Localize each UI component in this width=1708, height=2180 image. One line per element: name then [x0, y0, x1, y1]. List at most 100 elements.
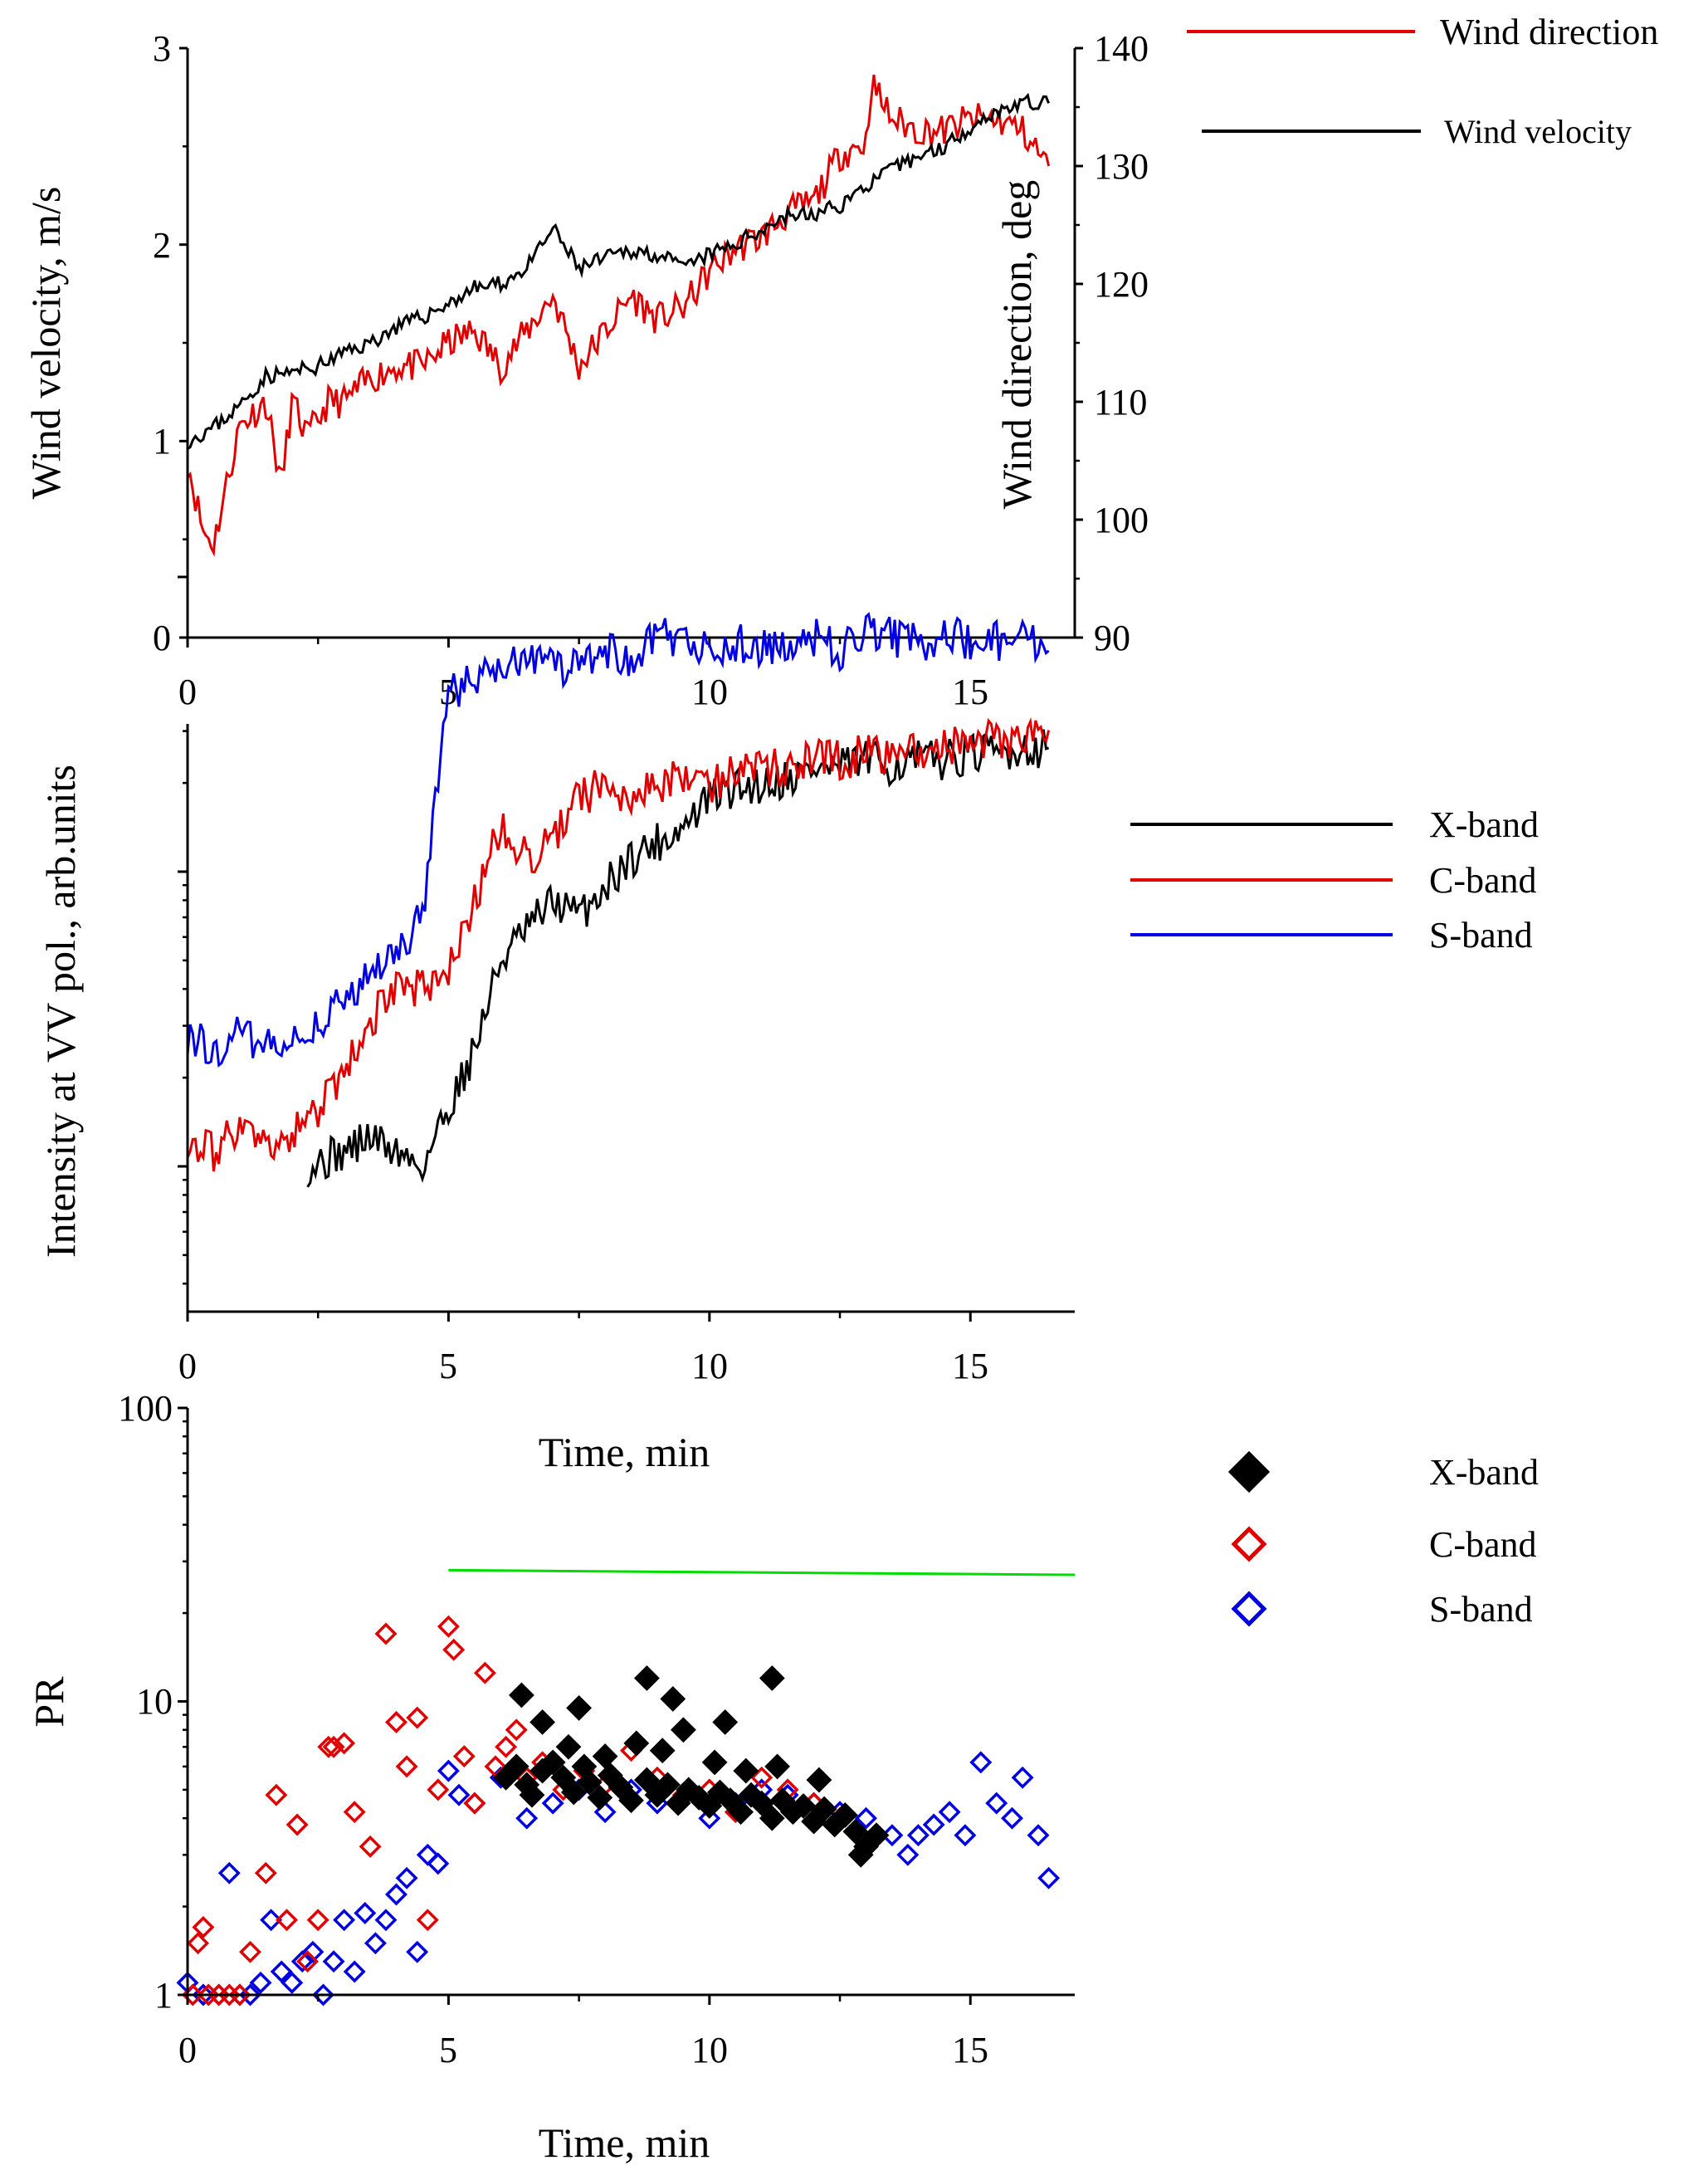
- pr-point-s-band: [437, 1759, 460, 1782]
- panel-intensity: 0 5 10 15 Intensity at VV pol., arb.unit…: [37, 575, 1539, 1386]
- pr-point-x-band: [847, 1841, 874, 1868]
- pr-point-c-band: [187, 1932, 210, 1955]
- pr-point-s-band: [270, 1960, 293, 1983]
- intensity-x-tick-label: 5: [439, 1346, 457, 1386]
- legend-label-c-band-line: C-band: [1429, 860, 1537, 901]
- pr-point-s-band: [301, 1940, 325, 1963]
- pr-x-tick-label: 15: [952, 2030, 988, 2070]
- pr-point-c-band: [505, 1718, 528, 1742]
- pr-point-c-band: [254, 1861, 277, 1884]
- intensity-series-layer: [186, 612, 1051, 1188]
- pr-point-s-band: [896, 1843, 920, 1866]
- pr-point-s-band: [698, 1806, 721, 1830]
- pr-point-c-band: [463, 1791, 486, 1815]
- pr-point-c-band: [192, 1916, 215, 1938]
- pr-point-c-band: [296, 1950, 320, 1973]
- pr-point-s-band: [249, 1971, 272, 1994]
- wind-direction-line: [186, 74, 1051, 557]
- pr-point-c-band: [359, 1835, 382, 1858]
- pr-point-c-band: [343, 1801, 366, 1824]
- pr-point-x-band: [555, 1733, 582, 1760]
- pr-point-x-band: [592, 1743, 618, 1770]
- pr-point-s-band: [281, 1971, 304, 1994]
- pr-point-x-band: [832, 1801, 858, 1828]
- pr-point-x-band: [660, 1686, 686, 1712]
- pr-point-x-band: [863, 1822, 890, 1849]
- pr-point-c-band: [437, 1615, 460, 1638]
- pr-point-s-band: [938, 1801, 961, 1824]
- wind-ticks: [179, 46, 1083, 648]
- pr-point-x-band: [655, 1772, 681, 1798]
- pr-point-x-band: [508, 1682, 534, 1708]
- pr-point-s-band: [1027, 1824, 1050, 1847]
- pr-point-x-band: [587, 1784, 613, 1811]
- pr-point-s-band: [364, 1932, 387, 1955]
- pr-point-c-band: [306, 1909, 329, 1932]
- legend-label-s-band-scatter: S-band: [1429, 1589, 1533, 1630]
- pr-point-s-band: [922, 1813, 945, 1836]
- pr-point-x-band: [728, 1799, 754, 1826]
- pr-point-x-band: [529, 1709, 556, 1735]
- legend-label-wind-velocity: Wind velocity: [1444, 113, 1632, 150]
- pr-point-x-band: [811, 1796, 837, 1822]
- pr-series-layer: [176, 1568, 1076, 2006]
- legend-label-c-band-scatter: C-band: [1429, 1524, 1537, 1565]
- pr-y-tick-label: 1: [154, 1975, 173, 2016]
- legend-marker-s-band: [1231, 1591, 1267, 1627]
- pr-point-c-band: [276, 1909, 298, 1932]
- pr-point-x-band: [670, 1717, 696, 1743]
- pr-point-s-band: [416, 1843, 439, 1866]
- wind-y2-tick-label: 110: [1094, 382, 1147, 423]
- pr-point-s-band: [906, 1824, 930, 1847]
- pr-point-s-band: [855, 1806, 877, 1830]
- pr-point-s-band: [985, 1791, 1008, 1815]
- legend-label-wind-direction: Wind direction: [1440, 12, 1658, 52]
- pr-y-tick-label: 10: [136, 1681, 173, 1722]
- pr-point-c-band: [395, 1755, 418, 1778]
- pr-point-c-band: [285, 1813, 309, 1836]
- pr-point-c-band: [374, 1622, 398, 1645]
- pr-point-x-band: [806, 1767, 832, 1793]
- pr-point-x-band: [712, 1709, 739, 1735]
- pr-point-s-band: [312, 1983, 334, 2006]
- pr-point-s-band: [322, 1950, 345, 1973]
- pr-reference-line: [448, 1568, 1076, 1576]
- pr-point-c-band: [427, 1778, 450, 1801]
- wind-y2-tick-label: 90: [1094, 618, 1130, 658]
- pr-point-s-band: [343, 1960, 366, 1983]
- wind-y-axis-title: Wind velocity, m/s: [22, 187, 69, 500]
- wind-x-tick-label: 10: [691, 672, 728, 712]
- pr-point-c-band: [239, 1940, 261, 1963]
- legend-label-x-band-scatter: X-band: [1429, 1452, 1539, 1493]
- pr-point-c-band: [333, 1732, 356, 1755]
- pr-point-x-band: [550, 1764, 577, 1791]
- panel-pr: 1 10 100 0 5 10 15 Time, min Time, min P…: [26, 1388, 1539, 2166]
- pr-point-c-band: [406, 1706, 429, 1729]
- pr-point-c-band: [442, 1638, 466, 1661]
- wind-velocity-line: [187, 92, 1050, 451]
- pr-point-s-band: [427, 1852, 450, 1875]
- pr-point-x-band: [733, 1757, 759, 1784]
- wind-y-tick-label: 1: [153, 421, 171, 462]
- intensity-ticks: [178, 575, 972, 1322]
- pr-point-x-band: [764, 1753, 791, 1780]
- pr-point-c-band: [322, 1735, 345, 1758]
- panel-wind: 0 1 2 3 90 100 110 120 130 140 0 5 10 15…: [22, 12, 1658, 712]
- wind-y-tick-label: 0: [153, 618, 171, 658]
- pr-x-tick-label: 5: [439, 2030, 457, 2070]
- pr-point-x-band: [633, 1665, 660, 1691]
- pr-point-s-band: [447, 1783, 471, 1806]
- pr-point-c-band: [750, 1766, 773, 1789]
- pr-point-s-band: [541, 1791, 564, 1815]
- pr-point-x-band: [560, 1779, 587, 1806]
- pr-point-x-band: [633, 1767, 660, 1793]
- legend-label-s-band-line: S-band: [1429, 915, 1533, 956]
- wind-y2-tick-label: 100: [1094, 500, 1149, 540]
- pr-point-s-band: [385, 1883, 407, 1906]
- intensity-x-tick-label: 15: [952, 1346, 988, 1386]
- pr-point-x-band: [759, 1805, 785, 1831]
- pr-point-s-band: [374, 1909, 398, 1932]
- pr-point-x-band: [749, 1790, 775, 1816]
- pr-point-s-band: [406, 1940, 429, 1963]
- pr-y-axis-title: PR: [26, 1676, 72, 1728]
